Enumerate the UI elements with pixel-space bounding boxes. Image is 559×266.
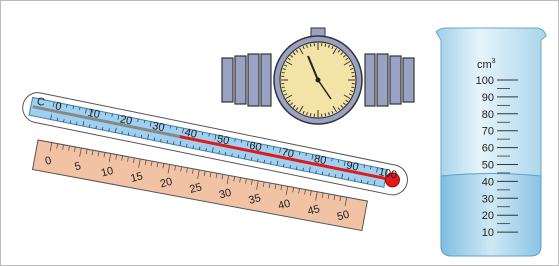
cylinder-label: 80 (482, 109, 494, 121)
thermometer-label: 30 (151, 120, 165, 134)
cylinder-label: 40 (482, 176, 494, 188)
unit: cm (477, 59, 492, 71)
page: 05101520253035404550 C 01020304050607080… (0, 0, 559, 266)
thermometer-label: 70 (281, 146, 295, 160)
watch-tick (310, 113, 311, 116)
thermometer-label: 60 (248, 140, 262, 154)
cylinder-label: 20 (482, 210, 494, 222)
cylinder-label: 70 (482, 126, 494, 138)
watch-tick (310, 44, 311, 47)
watch-tick (282, 72, 285, 73)
watch-tick (351, 87, 354, 88)
thermometer-label: 40 (184, 127, 198, 141)
thermometer-label: 80 (313, 153, 327, 167)
cylinder-label: 60 (482, 143, 494, 155)
watch-tick (282, 87, 285, 88)
cylinder-label: 30 (482, 193, 494, 205)
watch-tick (351, 72, 354, 73)
measuring-cylinder: cm3 100 90 80 70 60 50 40 30 20 10 (436, 28, 546, 256)
cylinder-label: 100 (476, 75, 494, 87)
thermometer-label: 90 (345, 160, 359, 174)
watch-tick (325, 113, 326, 116)
thermometer-label: 10 (87, 107, 101, 121)
thermometer-label: 50 (216, 133, 230, 147)
cylinder-label: 90 (482, 92, 494, 104)
cylinder-label: 10 (482, 227, 494, 239)
cylinder-label: 50 (482, 160, 494, 172)
thermometer-label: 20 (119, 113, 133, 127)
watch-tick (325, 44, 326, 47)
unit-power: 3 (492, 58, 496, 65)
illustration: 05101520253035404550 C 01020304050607080… (0, 0, 559, 266)
